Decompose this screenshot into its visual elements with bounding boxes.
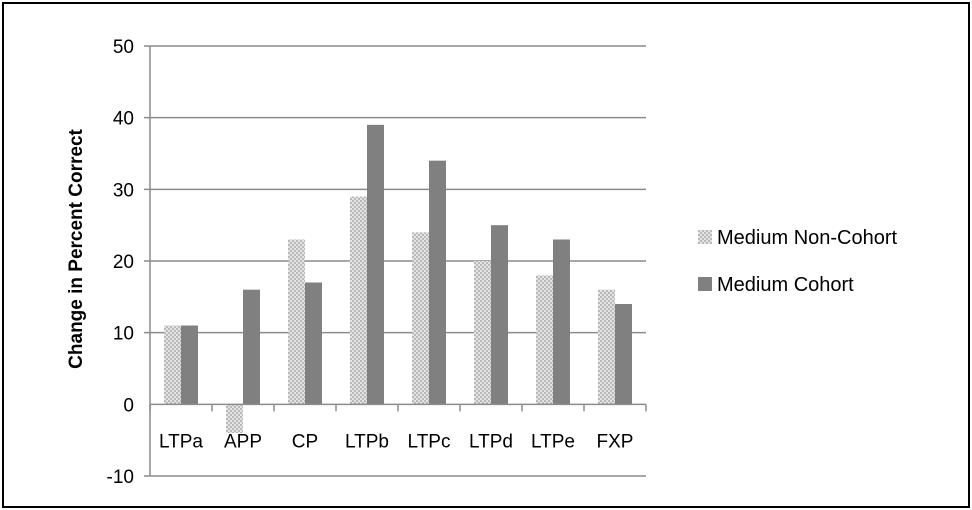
bar-medium-cohort-app: [243, 289, 260, 405]
y-tick-label: 40: [113, 109, 134, 130]
bar-medium-cohort-fxp: [615, 304, 632, 405]
x-tick-label: CP: [292, 431, 318, 452]
legend: Medium Non-Cohort Medium Cohort: [698, 227, 898, 296]
y-tick-label: 20: [113, 252, 134, 273]
bar-medium-cohort-ltpc: [429, 160, 446, 405]
bar-medium-non-cohort-ltpe: [536, 275, 553, 405]
bar-medium-non-cohort-ltpb: [350, 196, 367, 405]
bar-medium-cohort-ltpe: [553, 239, 570, 405]
y-tick-label: -10: [107, 467, 134, 488]
bar-medium-cohort-ltpd: [491, 225, 508, 405]
legend-swatch: [698, 277, 712, 291]
x-tick-label: LTPb: [345, 431, 389, 452]
y-tick-label: 10: [113, 324, 134, 345]
bar-medium-non-cohort-ltpd: [474, 261, 491, 405]
bar-medium-non-cohort-cp: [288, 239, 305, 405]
y-tick-label: 50: [113, 37, 134, 58]
x-tick-label: LTPa: [159, 431, 203, 452]
y-tick-label: 0: [123, 395, 134, 416]
bar-medium-non-cohort-app: [226, 404, 243, 433]
y-tick-label: 30: [113, 180, 134, 201]
bar-medium-non-cohort-ltpa: [164, 325, 181, 405]
bar-medium-cohort-ltpa: [181, 325, 198, 405]
x-tick-label: LTPd: [469, 431, 513, 452]
bar-chart: -10 0 10 20 30 40 50 LTPa APP CP LTPb LTPc LTPd LTPe F…: [66, 37, 898, 488]
x-tick-label: APP: [224, 431, 262, 452]
bars: [164, 124, 632, 433]
x-tick-label: LTPe: [531, 431, 575, 452]
legend-label: Medium Non-Cohort: [717, 227, 898, 249]
x-tick-label: FXP: [597, 431, 634, 452]
axes: [149, 46, 647, 476]
gridlines: [144, 45, 646, 477]
bar-medium-non-cohort-fxp: [598, 289, 615, 405]
x-tick-label: LTPc: [408, 431, 451, 452]
bar-medium-non-cohort-ltpc: [412, 232, 429, 405]
legend-label: Medium Cohort: [717, 274, 854, 296]
bar-medium-cohort-ltpb: [367, 124, 384, 405]
y-axis-title: Change in Percent Correct: [66, 128, 87, 368]
tick-labels: -10 0 10 20 30 40 50 LTPa APP CP LTPb LTPc LTPd LTPe F…: [107, 37, 634, 488]
legend-swatch: [698, 230, 712, 244]
bar-medium-cohort-cp: [305, 282, 322, 405]
